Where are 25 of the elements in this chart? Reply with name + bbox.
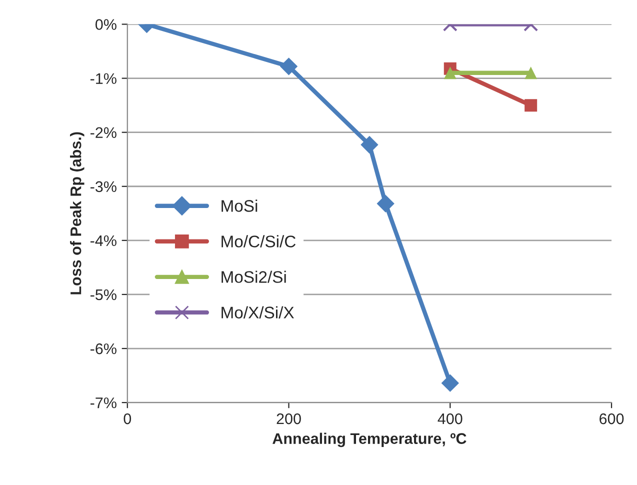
y-tick-label: -3% (90, 181, 116, 192)
y-tick-label: 0% (96, 19, 116, 30)
x-tick-label: 200 (276, 413, 301, 424)
y-tick-label: -7% (90, 397, 116, 408)
x-tick-label: 400 (438, 413, 462, 424)
y-axis-title: Loss of Peak Rp (abs.) (70, 132, 84, 294)
legend-label: MoSi (222, 200, 258, 212)
point (524, 66, 538, 80)
x-tick-label: 600 (600, 413, 624, 424)
x-axis-title: Annealing Temperature, ºC (272, 432, 466, 448)
legend-label: Mo/X/Si/X (222, 306, 294, 318)
y-tick-label: -5% (90, 289, 116, 300)
point (524, 99, 538, 112)
y-tick-label: -4% (90, 235, 116, 246)
point (360, 136, 378, 154)
y-tick-label: -6% (90, 343, 116, 354)
point (280, 58, 298, 76)
legend-label: MoSi2/Si (222, 270, 286, 283)
legend-label: Mo/C/Si/C (222, 235, 296, 248)
point (376, 194, 394, 213)
point (441, 374, 459, 392)
y-tick-label: -2% (90, 127, 116, 138)
y-tick-label: -1% (90, 73, 116, 84)
x-tick-label: 0 (124, 413, 132, 424)
point (444, 66, 456, 80)
